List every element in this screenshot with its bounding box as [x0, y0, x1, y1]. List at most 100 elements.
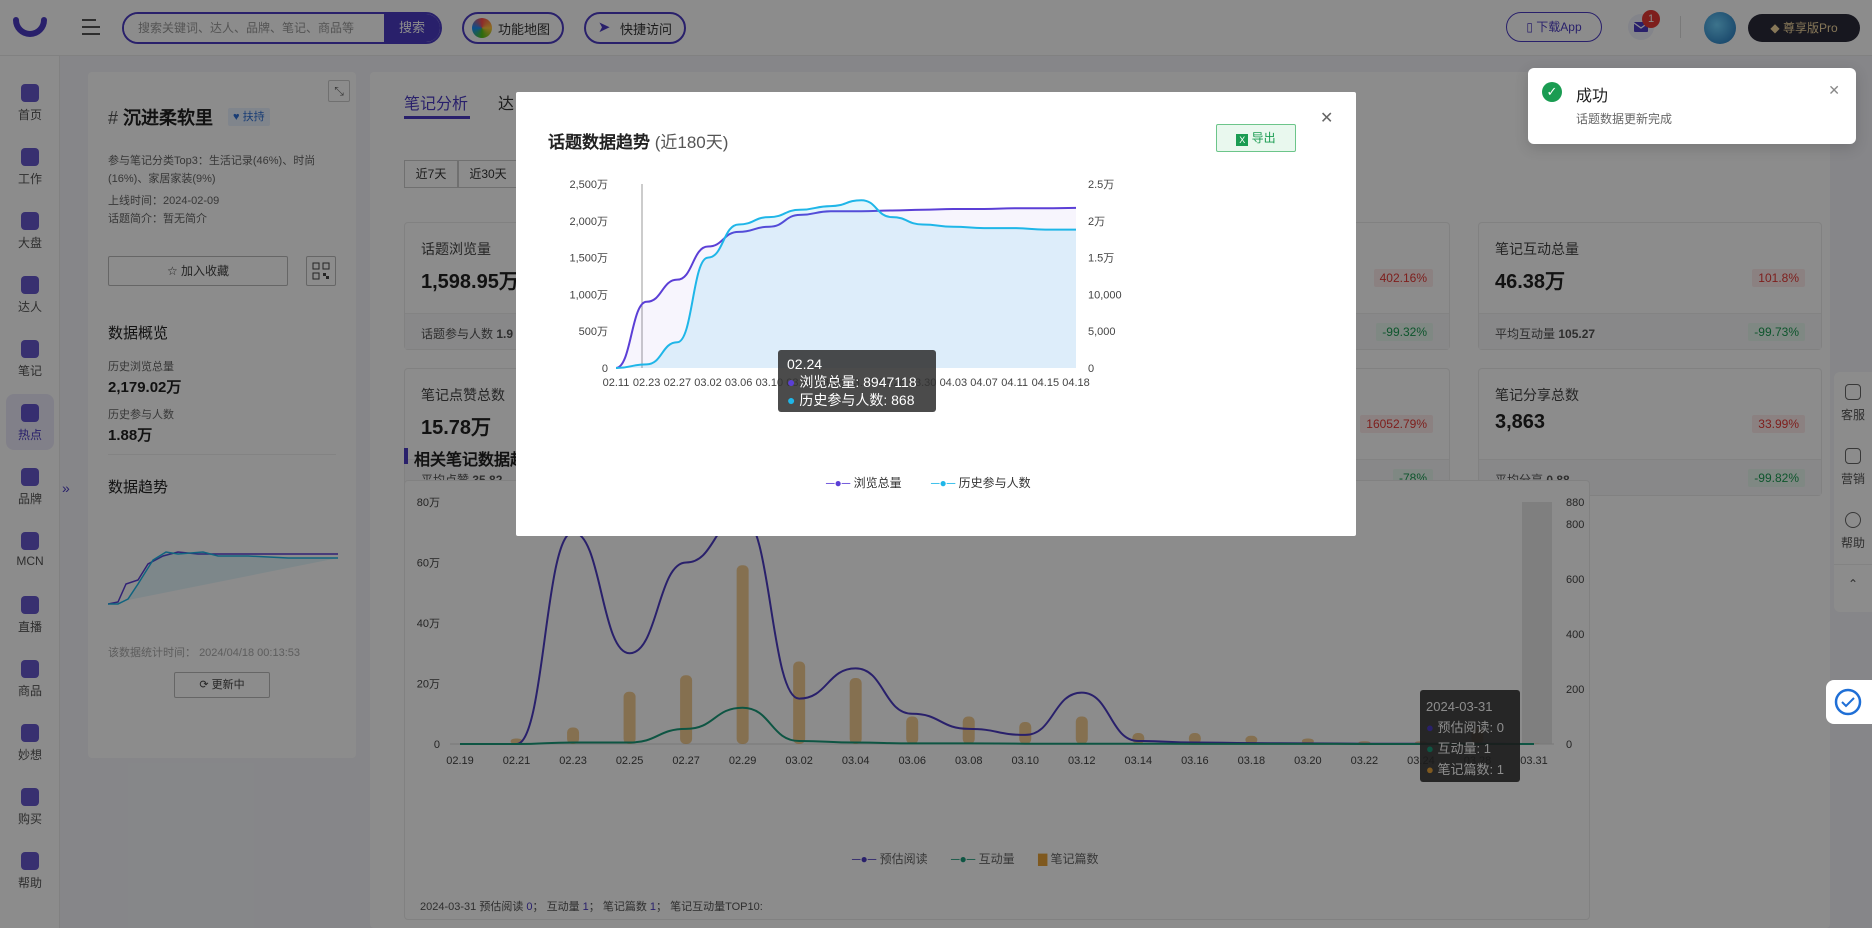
- topic-intro-label: 话题简介：: [108, 213, 163, 225]
- y-left-tick: 0: [434, 739, 440, 751]
- sidebar-expand-icon[interactable]: »: [62, 480, 70, 496]
- hover-band: [1522, 502, 1552, 744]
- topic-info-panel: ⤡ # 沉进柔软里 ♥ 扶持 参与笔记分类Top3：生活记录(46%)、时尚(1…: [88, 72, 356, 758]
- notes-bar: [623, 691, 636, 744]
- topic-hash: #: [108, 108, 119, 128]
- qrcode-icon[interactable]: [306, 256, 336, 286]
- modal-tooltip-date: 02.24: [787, 356, 823, 372]
- goods-icon: [21, 660, 39, 678]
- feature-map-button[interactable]: 功能地图: [462, 12, 565, 44]
- export-button[interactable]: X 导出: [1216, 124, 1296, 152]
- float-service-button[interactable]: 客服: [1834, 372, 1872, 436]
- x-tick: 03.22: [1351, 755, 1379, 767]
- chart-icon: [1845, 448, 1861, 464]
- topic-trend-chart[interactable]: 0 500万 1,000万 1,500万 2,000万 2,500万 0 5,000 10,00…: [536, 172, 1336, 482]
- updating-button[interactable]: ⟳ 更新中: [174, 672, 270, 698]
- feature-map-label: 功能地图: [498, 21, 551, 37]
- sidebar-item-10[interactable]: 妙想: [6, 714, 54, 770]
- legend-notes: 笔记篇数: [1050, 852, 1099, 866]
- y-right-tick: 200: [1566, 684, 1584, 696]
- modal-chart-legend: ─●─ 浏览总量 ─●─ 历史参与人数: [826, 474, 1031, 491]
- footer-val-1: 0: [526, 901, 533, 913]
- legend-read: 预估阅读: [879, 852, 928, 866]
- float-marketing-button[interactable]: 营销: [1834, 436, 1872, 500]
- y-right-tick: 10,000: [1088, 289, 1122, 301]
- sidebar-item-0[interactable]: 首页: [6, 74, 54, 130]
- x-tick: 03.12: [1068, 755, 1096, 767]
- x-tick: 04.07: [970, 377, 998, 389]
- float-help-button[interactable]: 帮助: [1834, 500, 1872, 564]
- y-right-tick: 0: [1088, 363, 1094, 375]
- divider: [1680, 16, 1681, 38]
- modal-tooltip-participants-text: 历史参与人数: 868: [799, 392, 915, 408]
- sidebar-item-9[interactable]: 商品: [6, 650, 54, 706]
- sidebar-item-7[interactable]: MCN: [6, 522, 54, 578]
- tab-creator[interactable]: 达: [498, 96, 515, 113]
- pro-button[interactable]: ◆ 尊享版Pro: [1748, 14, 1860, 42]
- sidebar-item-label: 购买: [17, 812, 42, 826]
- search-button[interactable]: 搜索: [384, 14, 440, 42]
- stat-card-title: 笔记互动总量: [1495, 241, 1579, 257]
- tooltip-interact-text: 互动量: 1: [1437, 741, 1491, 756]
- quick-access-button[interactable]: ➤ 快捷访问: [584, 12, 687, 44]
- notes-bar: [1188, 733, 1201, 744]
- range-7d-button[interactable]: 近7天: [404, 160, 458, 188]
- x-tick: 04.03: [940, 377, 968, 389]
- x-tick: 03.02: [694, 377, 722, 389]
- online-time: 上线时间：2024-02-09: [108, 192, 219, 208]
- modal-tooltip-views: ● 浏览总量: 8947118: [787, 374, 917, 390]
- sidebar-item-12[interactable]: 帮助: [6, 842, 54, 898]
- note-trend-chart[interactable]: 0 20万 40万 60万 80万 0 200 400 600 800 880 02.19 02.21 0…: [404, 480, 1590, 850]
- sidebar-item-label: 工作: [17, 172, 42, 186]
- sidebar-item-label: 笔记: [17, 364, 42, 378]
- sidebar-item-11[interactable]: 购买: [6, 778, 54, 834]
- sidebar-item-label: 商品: [17, 684, 42, 698]
- stat-time: 该数据统计时间： 2024/04/18 00:13:53: [108, 644, 300, 660]
- close-icon[interactable]: ✕: [1320, 110, 1334, 127]
- notes-bar: [906, 716, 919, 744]
- avatar[interactable]: [1704, 12, 1736, 44]
- idea-icon: [21, 724, 39, 742]
- search-input[interactable]: [124, 14, 386, 42]
- favorite-button[interactable]: ☆ 加入收藏: [108, 256, 288, 286]
- x-tick: 03.02: [785, 755, 813, 767]
- shrink-icon[interactable]: ⤡: [328, 80, 350, 102]
- x-tick: 03.10: [1011, 755, 1039, 767]
- x-tick: 02.11: [603, 377, 630, 389]
- notes-bar: [1075, 716, 1088, 744]
- toast-close-icon[interactable]: ✕: [1828, 82, 1840, 98]
- sidebar-item-1[interactable]: 工作: [6, 138, 54, 194]
- y-left-tick: 20万: [417, 679, 440, 691]
- legend-views-icon: ─●─: [826, 476, 851, 490]
- x-tick: 02.27: [664, 377, 692, 389]
- menu-icon[interactable]: [80, 16, 102, 38]
- x-tick: 04.18: [1062, 377, 1090, 389]
- sidebar-item-6[interactable]: 品牌: [6, 458, 54, 514]
- home-icon: [21, 84, 39, 102]
- stat-card-foot-label: 话题参与人数 1.9: [421, 325, 513, 342]
- notes-bar: [1019, 722, 1032, 744]
- assistant-fab[interactable]: [1826, 680, 1872, 724]
- stat-card-foot-value: 105.27: [1558, 327, 1596, 341]
- help-icon: [1845, 512, 1861, 528]
- sidebar-item-3[interactable]: 达人: [6, 266, 54, 322]
- stat-card-growth: 33.99%: [1752, 415, 1805, 433]
- x-tick: 03.10: [756, 377, 784, 389]
- sidebar-item-4[interactable]: 笔记: [6, 330, 54, 386]
- sidebar-item-8[interactable]: 直播: [6, 586, 54, 642]
- footer-text-1: 2024-03-31 预估阅读: [420, 901, 524, 913]
- sidebar-item-2[interactable]: 大盘: [6, 202, 54, 258]
- footer-text-3: ； 笔记篇数: [588, 901, 647, 913]
- back-to-top-button[interactable]: ⌃: [1834, 564, 1872, 610]
- stat-card-foot-label: 平均互动量 105.27: [1495, 325, 1595, 342]
- brand-icon: [21, 468, 39, 486]
- x-tick: 02.29: [729, 755, 757, 767]
- y-right-tick: 2.5万: [1088, 179, 1114, 191]
- download-app-button[interactable]: ▯ 下载App: [1506, 12, 1602, 42]
- stat-time-label: 该数据统计时间：: [108, 647, 196, 659]
- sidebar-item-5[interactable]: 热点: [6, 394, 54, 450]
- tab-note-analysis[interactable]: 笔记分析: [404, 96, 469, 113]
- trend-title: 数据趋势: [108, 479, 169, 496]
- logo-icon[interactable]: [12, 12, 48, 44]
- pro-label: 尊享版Pro: [1782, 21, 1838, 35]
